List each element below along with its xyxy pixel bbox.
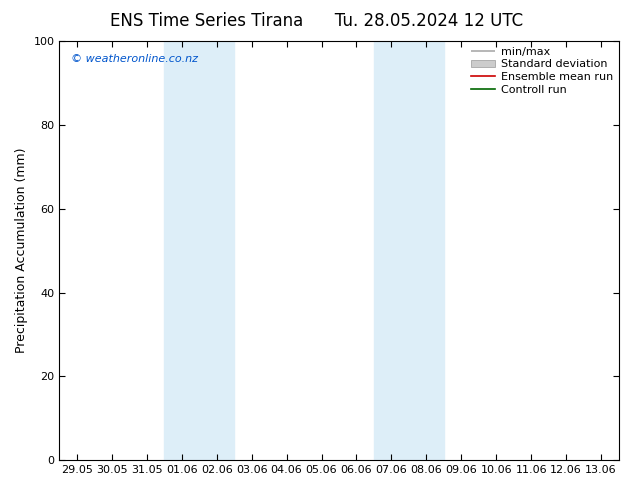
Text: © weatheronline.co.nz: © weatheronline.co.nz [70,53,198,64]
Legend: min/max, Standard deviation, Ensemble mean run, Controll run: min/max, Standard deviation, Ensemble me… [469,45,615,97]
Bar [374,41,444,460]
Text: ENS Time Series Tirana      Tu. 28.05.2024 12 UTC: ENS Time Series Tirana Tu. 28.05.2024 12… [110,12,524,30]
Bar [164,41,234,460]
Y-axis label: Precipitation Accumulation (mm): Precipitation Accumulation (mm) [15,148,28,353]
